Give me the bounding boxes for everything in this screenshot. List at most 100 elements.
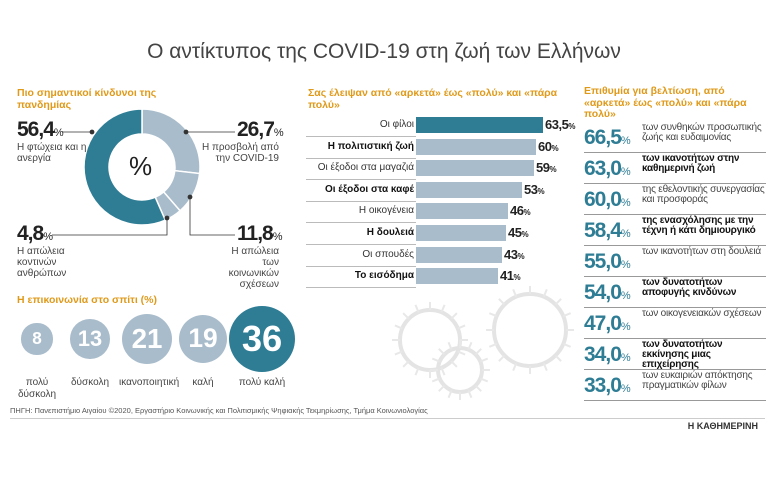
bar — [416, 138, 536, 155]
bar-label: Οι φίλοι — [379, 119, 414, 130]
bar-chart-title: Σας έλειψαν από «αρκετά» έως «πολύ» και … — [308, 87, 558, 111]
virus-spike — [394, 324, 403, 330]
bar-value: 53% — [524, 181, 545, 197]
slice-value-loss-people: 4,8% — [17, 222, 53, 245]
donut-slice — [83, 108, 167, 226]
improvement-text: των δυνατοτήτων αποφυγής κινδύνων — [642, 277, 737, 298]
row-divider — [306, 222, 416, 224]
improvement-row: 34,0% των δυνατοτήτων εκκίνησης μιας επιχ… — [584, 339, 766, 370]
virus-spike — [438, 384, 446, 392]
improvement-row: 60,0% της εθελοντικής συνεργασίας και προ… — [584, 184, 766, 215]
brand-logo: Η ΚΑΘΗΜΕΡΙΝΗ — [687, 421, 758, 431]
slice-label-poverty: Η φτώχεια και η ανεργία — [17, 142, 87, 164]
virus-spike — [402, 312, 410, 320]
donut-chart — [83, 108, 201, 226]
row-divider — [306, 136, 416, 137]
improvement-value: 54,0% — [584, 281, 631, 304]
virus-spike — [440, 367, 446, 376]
virus-spike — [498, 354, 506, 362]
improvement-value: 63,0% — [584, 157, 631, 180]
virus-spike — [554, 298, 562, 306]
virus-spike — [479, 357, 489, 363]
bar-row: Οι σπουδές 43% — [306, 246, 566, 267]
virus-spike — [457, 350, 466, 356]
bar-value: 45% — [508, 225, 529, 240]
virus-spike — [542, 362, 548, 372]
bar-label: Η οικογένεια — [358, 205, 414, 217]
virus-spike — [512, 362, 518, 372]
bubble: 13 — [70, 319, 110, 359]
virus-spike — [438, 348, 446, 356]
bar-label: Το εισόδημα — [354, 270, 414, 282]
virus-spike — [467, 389, 473, 399]
virus-spike — [498, 298, 506, 306]
bar-row: Η πολιτιστική ζωή 60% — [306, 138, 566, 159]
bar — [416, 160, 534, 177]
virus-spike — [447, 389, 453, 399]
bar — [416, 117, 543, 133]
bubble-label: πολύ καλή — [238, 377, 286, 388]
improvement-row: 58,4% της ενασχόλησης με την τέχνη ή κάτι… — [584, 215, 766, 246]
bar — [416, 246, 502, 263]
improvement-row: 63,0% των ικανοτήτων στην καθημερινή ζωή — [584, 153, 766, 184]
bar-value: 41% — [500, 268, 521, 284]
bar-label: Οι σπουδές — [362, 248, 414, 260]
virus-spike — [447, 341, 453, 351]
bubble-label: πολύ δύσκολη — [17, 377, 57, 400]
bubble: 21 — [121, 313, 173, 365]
bar-row: Οι έξοδοι στα καφέ 53% — [306, 181, 566, 202]
donut-center-label: % — [129, 151, 153, 181]
virus-decoration-icon — [392, 286, 574, 400]
virus-spike — [402, 360, 410, 368]
improvement-text: της εθελοντικής συνεργασίας και προσφορά… — [642, 184, 765, 205]
bar-value: 59% — [536, 160, 557, 176]
improvement-text: των ευκαιριών απόκτησης πραγματικών φίλω… — [642, 370, 753, 391]
improvement-value: 34,0% — [584, 343, 631, 366]
slice-value-covid: 26,7% — [237, 118, 284, 141]
virus-spike — [562, 312, 572, 318]
slice-value-poverty: 56,4% — [17, 118, 64, 141]
bubble-label: ικανοποιητική — [119, 377, 180, 388]
bar-row: Η οικογένεια 46% — [306, 202, 566, 224]
virus-spike — [562, 342, 572, 348]
bubble: 36 — [229, 306, 295, 372]
improvement-text: των συνθηκών προσωπικής ζωής και ευδαιμο… — [642, 122, 762, 143]
bar-label: Οι έξοδοι στα καφέ — [324, 183, 414, 195]
bar — [416, 203, 508, 220]
bubble-label: καλή — [192, 377, 214, 388]
virus-spike — [394, 350, 403, 356]
donut-title: Πιο σημαντικοί κίνδυνοι της πανδημίας — [17, 87, 157, 111]
virus-spike — [474, 384, 482, 392]
improvement-row: 55,0% των ικανοτήτων στη δουλειά — [584, 246, 766, 277]
improvement-row: 66,5% των συνθηκών προσωπικής ζωής και ευ… — [584, 122, 766, 153]
bar-row: Η δουλειά 45% — [306, 224, 566, 245]
bar-value: 43% — [504, 246, 525, 262]
slice-value-social: 11,8% — [237, 222, 282, 245]
virus-spike — [488, 342, 498, 348]
virus-spike — [450, 360, 458, 368]
bar-label: Η πολιτιστική ζωή — [327, 140, 414, 152]
bar-row: Το εισόδημα 41% — [306, 267, 566, 289]
improvement-text: των ικανοτήτων στη δουλειά — [642, 246, 761, 257]
improvement-value: 47,0% — [584, 312, 631, 335]
bar-label: Η δουλειά — [366, 227, 414, 238]
slice-label-social: Η απώλεια των κοινωνικών σχέσεων — [228, 246, 279, 290]
row-divider — [306, 287, 416, 289]
virus-spike — [457, 324, 466, 330]
improvement-text: των οικογενειακών σχέσεων — [642, 308, 762, 319]
slice-label-loss-people: Η απώλεια κοντινών ανθρώπων — [17, 246, 67, 279]
virus-spike — [431, 377, 441, 383]
row-divider — [306, 179, 416, 181]
bar-value: 60% — [538, 138, 559, 154]
bar-label: Οι έξοδοι στα μαγαζιά — [317, 162, 414, 174]
bubble: 19 — [179, 315, 227, 363]
virus-spike — [431, 357, 441, 363]
improvement-value: 33,0% — [584, 374, 631, 397]
bar — [416, 225, 506, 241]
improvement-row: 47,0% των οικογενειακών σχέσεων — [584, 308, 766, 339]
virus-spike — [414, 367, 420, 376]
virus-spike — [467, 341, 473, 351]
row-divider — [306, 157, 416, 159]
improvement-text: των ικανοτήτων στην καθημερινή ζωή — [642, 153, 740, 174]
